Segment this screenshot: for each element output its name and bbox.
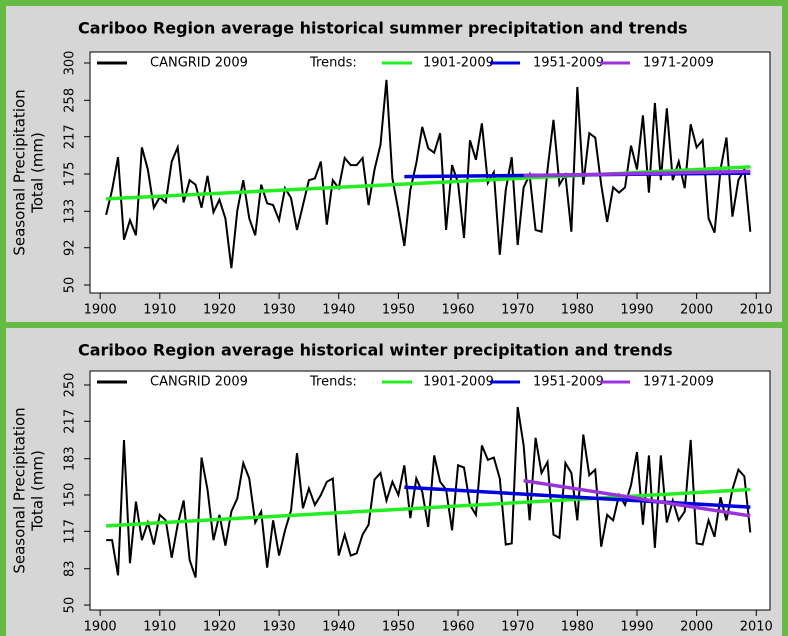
x-tick-label: 1950 xyxy=(382,620,415,635)
x-tick-label: 1970 xyxy=(501,620,534,635)
legend-entry: 1951-2009 xyxy=(533,56,604,71)
data-line xyxy=(105,79,752,269)
x-tick-label: 1930 xyxy=(263,303,296,318)
trend-line xyxy=(523,169,751,178)
y-axis-label: Total (mm) xyxy=(29,450,47,532)
trend-line xyxy=(106,487,751,528)
x-tick-label: 1970 xyxy=(501,303,534,318)
y-tick-label: 83 xyxy=(63,560,78,577)
x-tick-label: 1940 xyxy=(322,620,355,635)
legend-entry: CANGRID 2009 xyxy=(150,56,248,71)
y-tick-label: 50 xyxy=(63,277,78,294)
x-tick-label: 1900 xyxy=(84,620,117,635)
x-tick-label: 1920 xyxy=(203,620,236,635)
y-tick-label: 175 xyxy=(63,162,78,187)
x-tick-label: 2010 xyxy=(740,620,773,635)
x-tick-label: 1900 xyxy=(84,303,117,318)
trend-line xyxy=(523,478,751,518)
legend-entry: 1901-2009 xyxy=(423,375,494,390)
x-tick-label: 1940 xyxy=(322,303,355,318)
y-axis-label: Total (mm) xyxy=(29,132,47,214)
x-tick-label: 1920 xyxy=(203,303,236,318)
x-tick-label: 1980 xyxy=(561,620,594,635)
legend-entry: 1971-2009 xyxy=(643,375,714,390)
legend-label: Trends: xyxy=(309,375,357,390)
chart-title: Cariboo Region average historical summer… xyxy=(78,19,688,38)
y-tick-label: 183 xyxy=(63,446,78,471)
legend-entry: 1901-2009 xyxy=(423,56,494,71)
y-tick-label: 50 xyxy=(63,597,78,614)
y-tick-label: 133 xyxy=(63,199,78,224)
trend-line xyxy=(404,485,751,509)
y-axis-label: Seasonal Precipitation xyxy=(11,89,29,255)
x-tick-label: 1960 xyxy=(441,620,474,635)
x-tick-label: 1960 xyxy=(441,303,474,318)
x-tick-label: 1950 xyxy=(382,303,415,318)
x-tick-label: 2010 xyxy=(740,303,773,318)
x-tick-label: 1980 xyxy=(561,303,594,318)
x-tick-label: 2000 xyxy=(680,303,713,318)
x-tick-label: 1930 xyxy=(263,620,296,635)
y-tick-label: 300 xyxy=(63,51,78,76)
chart-title: Cariboo Region average historical winter… xyxy=(78,341,673,360)
x-tick-label: 2000 xyxy=(680,620,713,635)
y-tick-label: 217 xyxy=(63,124,78,149)
y-axis-label: Seasonal Precipitation xyxy=(11,407,29,573)
legend-entry: 1951-2009 xyxy=(533,375,604,390)
y-tick-label: 250 xyxy=(63,373,78,398)
y-tick-label: 92 xyxy=(63,239,78,256)
y-tick-label: 217 xyxy=(63,409,78,434)
legend-label: Trends: xyxy=(309,56,357,71)
x-tick-label: 1910 xyxy=(143,620,176,635)
x-tick-label: 1990 xyxy=(620,303,653,318)
x-tick-label: 1990 xyxy=(620,620,653,635)
x-tick-label: 1910 xyxy=(143,303,176,318)
y-tick-label: 117 xyxy=(63,519,78,544)
legend-entry: 1971-2009 xyxy=(643,56,714,71)
legend-entry: CANGRID 2009 xyxy=(150,375,248,390)
y-tick-label: 258 xyxy=(63,88,78,113)
y-tick-label: 150 xyxy=(63,483,78,508)
data-line xyxy=(106,406,752,578)
